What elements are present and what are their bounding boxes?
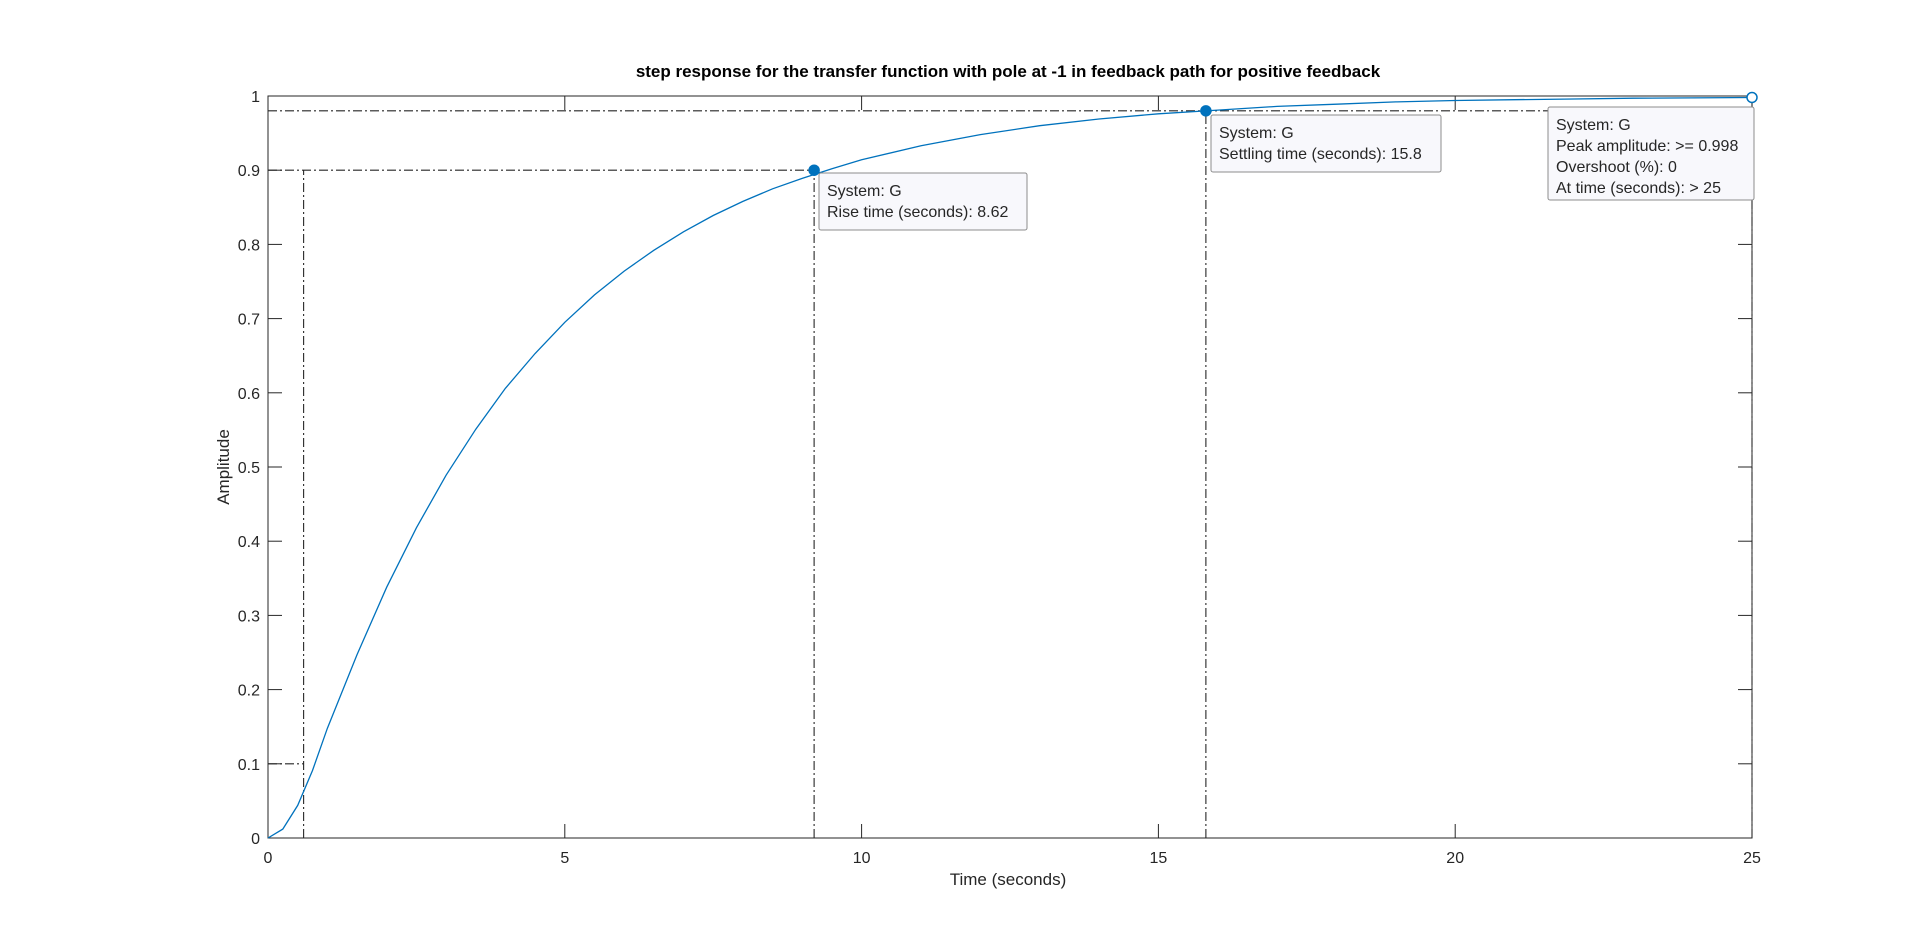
chart-title: step response for the transfer function … [636,62,1381,81]
datatip-text: At time (seconds): > 25 [1556,180,1721,197]
response-series [267,96,1753,839]
datatip-box: System: G Settling time (seconds): 15.8 [1210,114,1442,173]
datatip-text: System: G [1219,125,1294,142]
y-tick-label: 0.4 [238,534,260,551]
y-tick-label: 0.5 [238,460,260,477]
y-tick-label: 1 [251,89,260,106]
y-tick-label: 0.6 [238,386,260,403]
y-tick-label: 0 [251,831,260,848]
x-tick-label: 25 [1743,850,1761,867]
datatip-marker [808,164,820,176]
step-response-line [267,96,1753,839]
datatip-text: System: G [827,183,902,200]
datatip-text: Settling time (seconds): 15.8 [1219,146,1422,163]
datatip-marker [1200,105,1212,117]
y-tick-label: 0.1 [238,757,260,774]
datatip-background [818,172,1028,231]
datatip-background [1210,114,1442,173]
datatip-background [1547,106,1755,201]
y-tick-label: 0.2 [238,683,260,700]
y-tick-label: 0.7 [238,312,260,329]
x-tick-label: 20 [1446,850,1464,867]
x-tick-label: 10 [853,850,871,867]
datatip-text: Overshoot (%): 0 [1556,159,1677,176]
x-tick-label: 0 [264,850,273,867]
peak-marker [1746,91,1758,104]
characteristic-markers [808,91,1758,176]
y-tick-label: 0.8 [238,237,260,254]
datatip-text: Peak amplitude: >= 0.998 [1556,138,1738,155]
datatip-text: System: G [1556,117,1631,134]
axis-ticks: 0 5 10 15 20 25 0 0.1 0.2 0.3 0.4 0.5 0.6 0.7 0.8 0.9 1 [238,89,1761,867]
y-tick-label: 0.3 [238,608,260,625]
x-tick-label: 5 [560,850,569,867]
y-axis-label: Amplitude [214,429,233,505]
datatip-text: Rise time (seconds): 8.62 [827,204,1009,221]
y-tick-label: 0.9 [238,163,260,180]
x-axis-label: Time (seconds) [950,870,1067,889]
datatip-box: System: G Rise time (seconds): 8.62 [818,172,1028,231]
x-tick-label: 15 [1150,850,1168,867]
datatip-box: System: G Peak amplitude: >= 0.998 Oversho… [1547,106,1755,201]
